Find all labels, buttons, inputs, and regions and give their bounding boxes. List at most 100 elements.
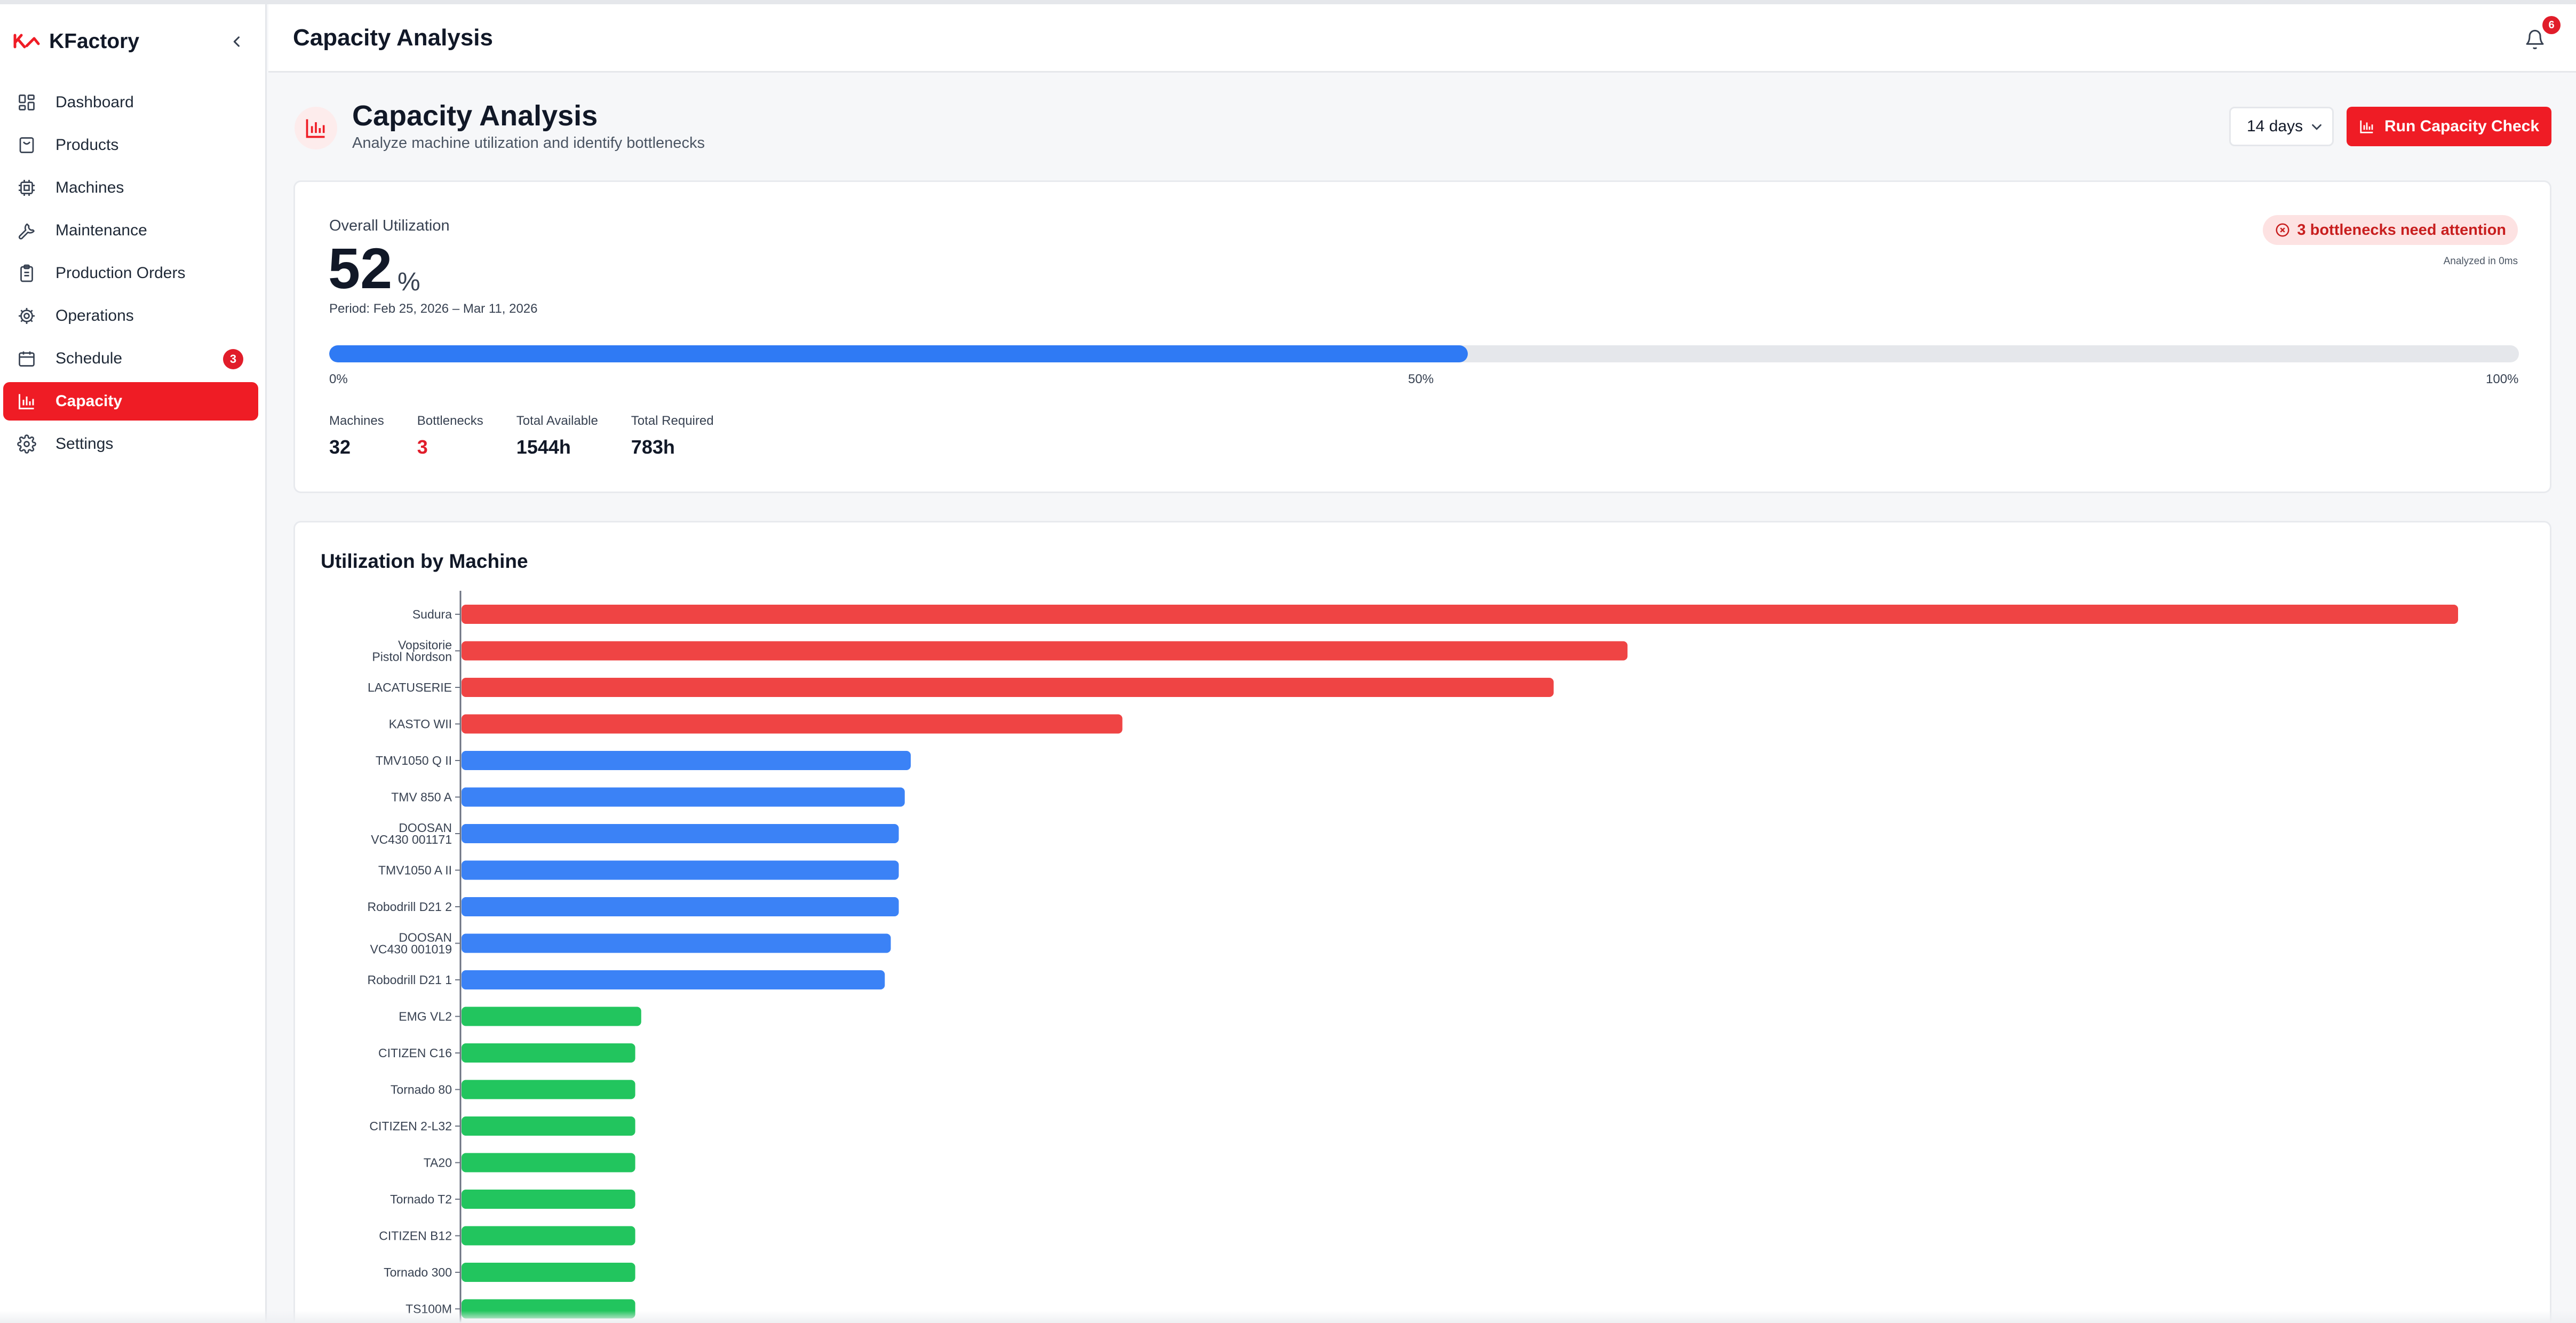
y-tick-label: CITIZEN B12 [379,1229,452,1243]
chart-bar[interactable] [462,1226,635,1246]
y-tick-label: Tornado 300 [384,1265,452,1279]
chart-bar[interactable] [462,641,1628,661]
bottleneck-alert-badge[interactable]: 3 bottlenecks need attention [2263,215,2518,245]
chart-bar[interactable] [462,714,1123,734]
stat-value: 32 [329,436,351,458]
sidebar-item-dashboard[interactable]: Dashboard [3,83,258,122]
progress-tick-100: 100% [2486,372,2519,386]
utilization-progress-bar [329,345,2519,362]
sidebar-item-label: Dashboard [55,93,134,111]
sidebar-item-production-orders[interactable]: Production Orders [3,254,258,292]
stat-value: 1544h [516,436,571,458]
sidebar-item-operations[interactable]: Operations [3,297,258,335]
chart-bar[interactable] [462,1153,635,1173]
y-tick-label: TMV 850 A [391,790,452,804]
y-tick-label: CITIZEN C16 [378,1046,452,1060]
y-tick-label: Sudura [412,607,452,621]
y-tick-label: Tornado 80 [391,1083,452,1097]
sidebar-item-label: Machines [55,179,124,196]
stat-value: 3 [417,436,428,458]
overall-utilization-value: 52 [328,236,393,300]
analysis-duration: Analyzed in 0ms [2443,256,2518,267]
notifications-button[interactable] [2519,23,2551,56]
period-select[interactable]: 14 days [2229,107,2334,146]
y-tick-label: DOOSAN VC430 001171 [371,821,452,846]
y-tick-label: CITIZEN 2-L32 [369,1119,452,1133]
kfactory-logo-icon [13,34,40,49]
operations-gear-icon [16,305,37,327]
y-tick-label: Vopsitorie Pistol Nordson [372,638,452,664]
chart-bar[interactable] [462,897,899,916]
chart-bar[interactable] [462,787,905,807]
brand[interactable]: KFactory [13,26,139,58]
sidebar-item-machines[interactable]: Machines [3,169,258,207]
chart-bar[interactable] [462,824,899,843]
chart-bar[interactable] [462,1080,635,1099]
progress-tick-0: 0% [329,372,348,386]
y-tick-label: LACATUSERIE [368,680,452,694]
chart-bar[interactable] [462,1007,641,1026]
y-tick-label: Robodrill D21 2 [367,900,452,914]
settings-icon [16,433,37,455]
sidebar-item-maintenance[interactable]: Maintenance [3,211,258,250]
y-tick-label: DOOSAN VC430 001019 [370,931,452,956]
y-tick-label: EMG VL2 [399,1010,452,1024]
utilization-bar-chart: Sudura Vopsitorie Pistol Nordson LACATUSERI… [367,591,2458,1323]
sidebar-item-label: Settings [55,435,114,453]
chart-bar[interactable] [462,1190,635,1209]
bar-chart-icon [16,391,37,412]
notification-count-badge: 6 [2542,16,2561,34]
page-title: Capacity Analysis [352,100,598,132]
stat-label: Total Required [631,414,714,428]
stat-value: 783h [631,436,675,458]
bar-chart-icon [2359,118,2375,134]
bottleneck-alert-text: 3 bottlenecks need attention [2297,221,2506,239]
chart-bar[interactable] [462,678,1554,697]
chart-bar[interactable] [462,1043,635,1063]
y-tick-label: Robodrill D21 1 [367,973,452,987]
run-capacity-check-button[interactable]: Run Capacity Check [2347,107,2551,146]
overall-utilization-unit: % [397,268,420,296]
y-tick-label: TA20 [424,1156,452,1170]
sidebar-item-settings[interactable]: Settings [3,425,258,463]
dashboard-icon [16,92,37,113]
schedule-count-badge: 3 [223,349,243,369]
y-tick-label: TMV1050 A II [378,863,452,877]
stat-machines: Machines 32 [329,414,384,458]
calendar-icon [16,348,37,369]
y-tick-label: KASTO WII [389,717,452,731]
sidebar-item-schedule[interactable]: Schedule 3 [3,339,258,378]
sidebar-item-label: Production Orders [55,264,186,282]
wrench-icon [16,220,37,241]
page-chart-icon [295,107,337,149]
sidebar-item-label: Maintenance [55,221,147,239]
sidebar-item-label: Operations [55,307,134,324]
chart-bar[interactable] [462,970,885,989]
sidebar-item-label: Schedule [55,350,123,367]
y-tick-label: Tornado T2 [390,1192,452,1206]
sidebar-item-products[interactable]: Products [3,126,258,164]
chart-bar[interactable] [462,751,911,770]
window-top-edge [0,0,2576,4]
chart-bar[interactable] [462,1116,635,1136]
chevron-left-icon [233,36,240,47]
sidebar-item-capacity[interactable]: Capacity [3,382,258,421]
chart-bar[interactable] [462,605,2458,624]
stat-label: Bottlenecks [417,414,483,428]
sidebar-item-label: Capacity [55,392,123,410]
chart-bar[interactable] [462,1263,635,1282]
progress-tick-50: 50% [1408,372,1434,386]
collapse-sidebar-button[interactable] [223,28,251,56]
stat-label: Total Available [516,414,598,428]
y-tick-label: TMV1050 Q II [376,754,452,767]
chart-bar[interactable] [462,860,899,880]
sidebar-nav: Dashboard Products Machines Maintenance … [3,83,258,468]
analysis-period: Period: Feb 25, 2026 – Mar 11, 2026 [329,302,538,316]
period-select-value: 14 days [2247,117,2303,135]
stat-total-required: Total Required 783h [631,414,714,458]
header-title: Capacity Analysis [293,25,493,51]
sidebar: KFactory Dashboard Products Machines [0,4,267,1323]
chart-bar[interactable] [462,933,891,953]
utilization-progress-fill [329,345,1468,362]
bell-icon [2526,29,2544,50]
